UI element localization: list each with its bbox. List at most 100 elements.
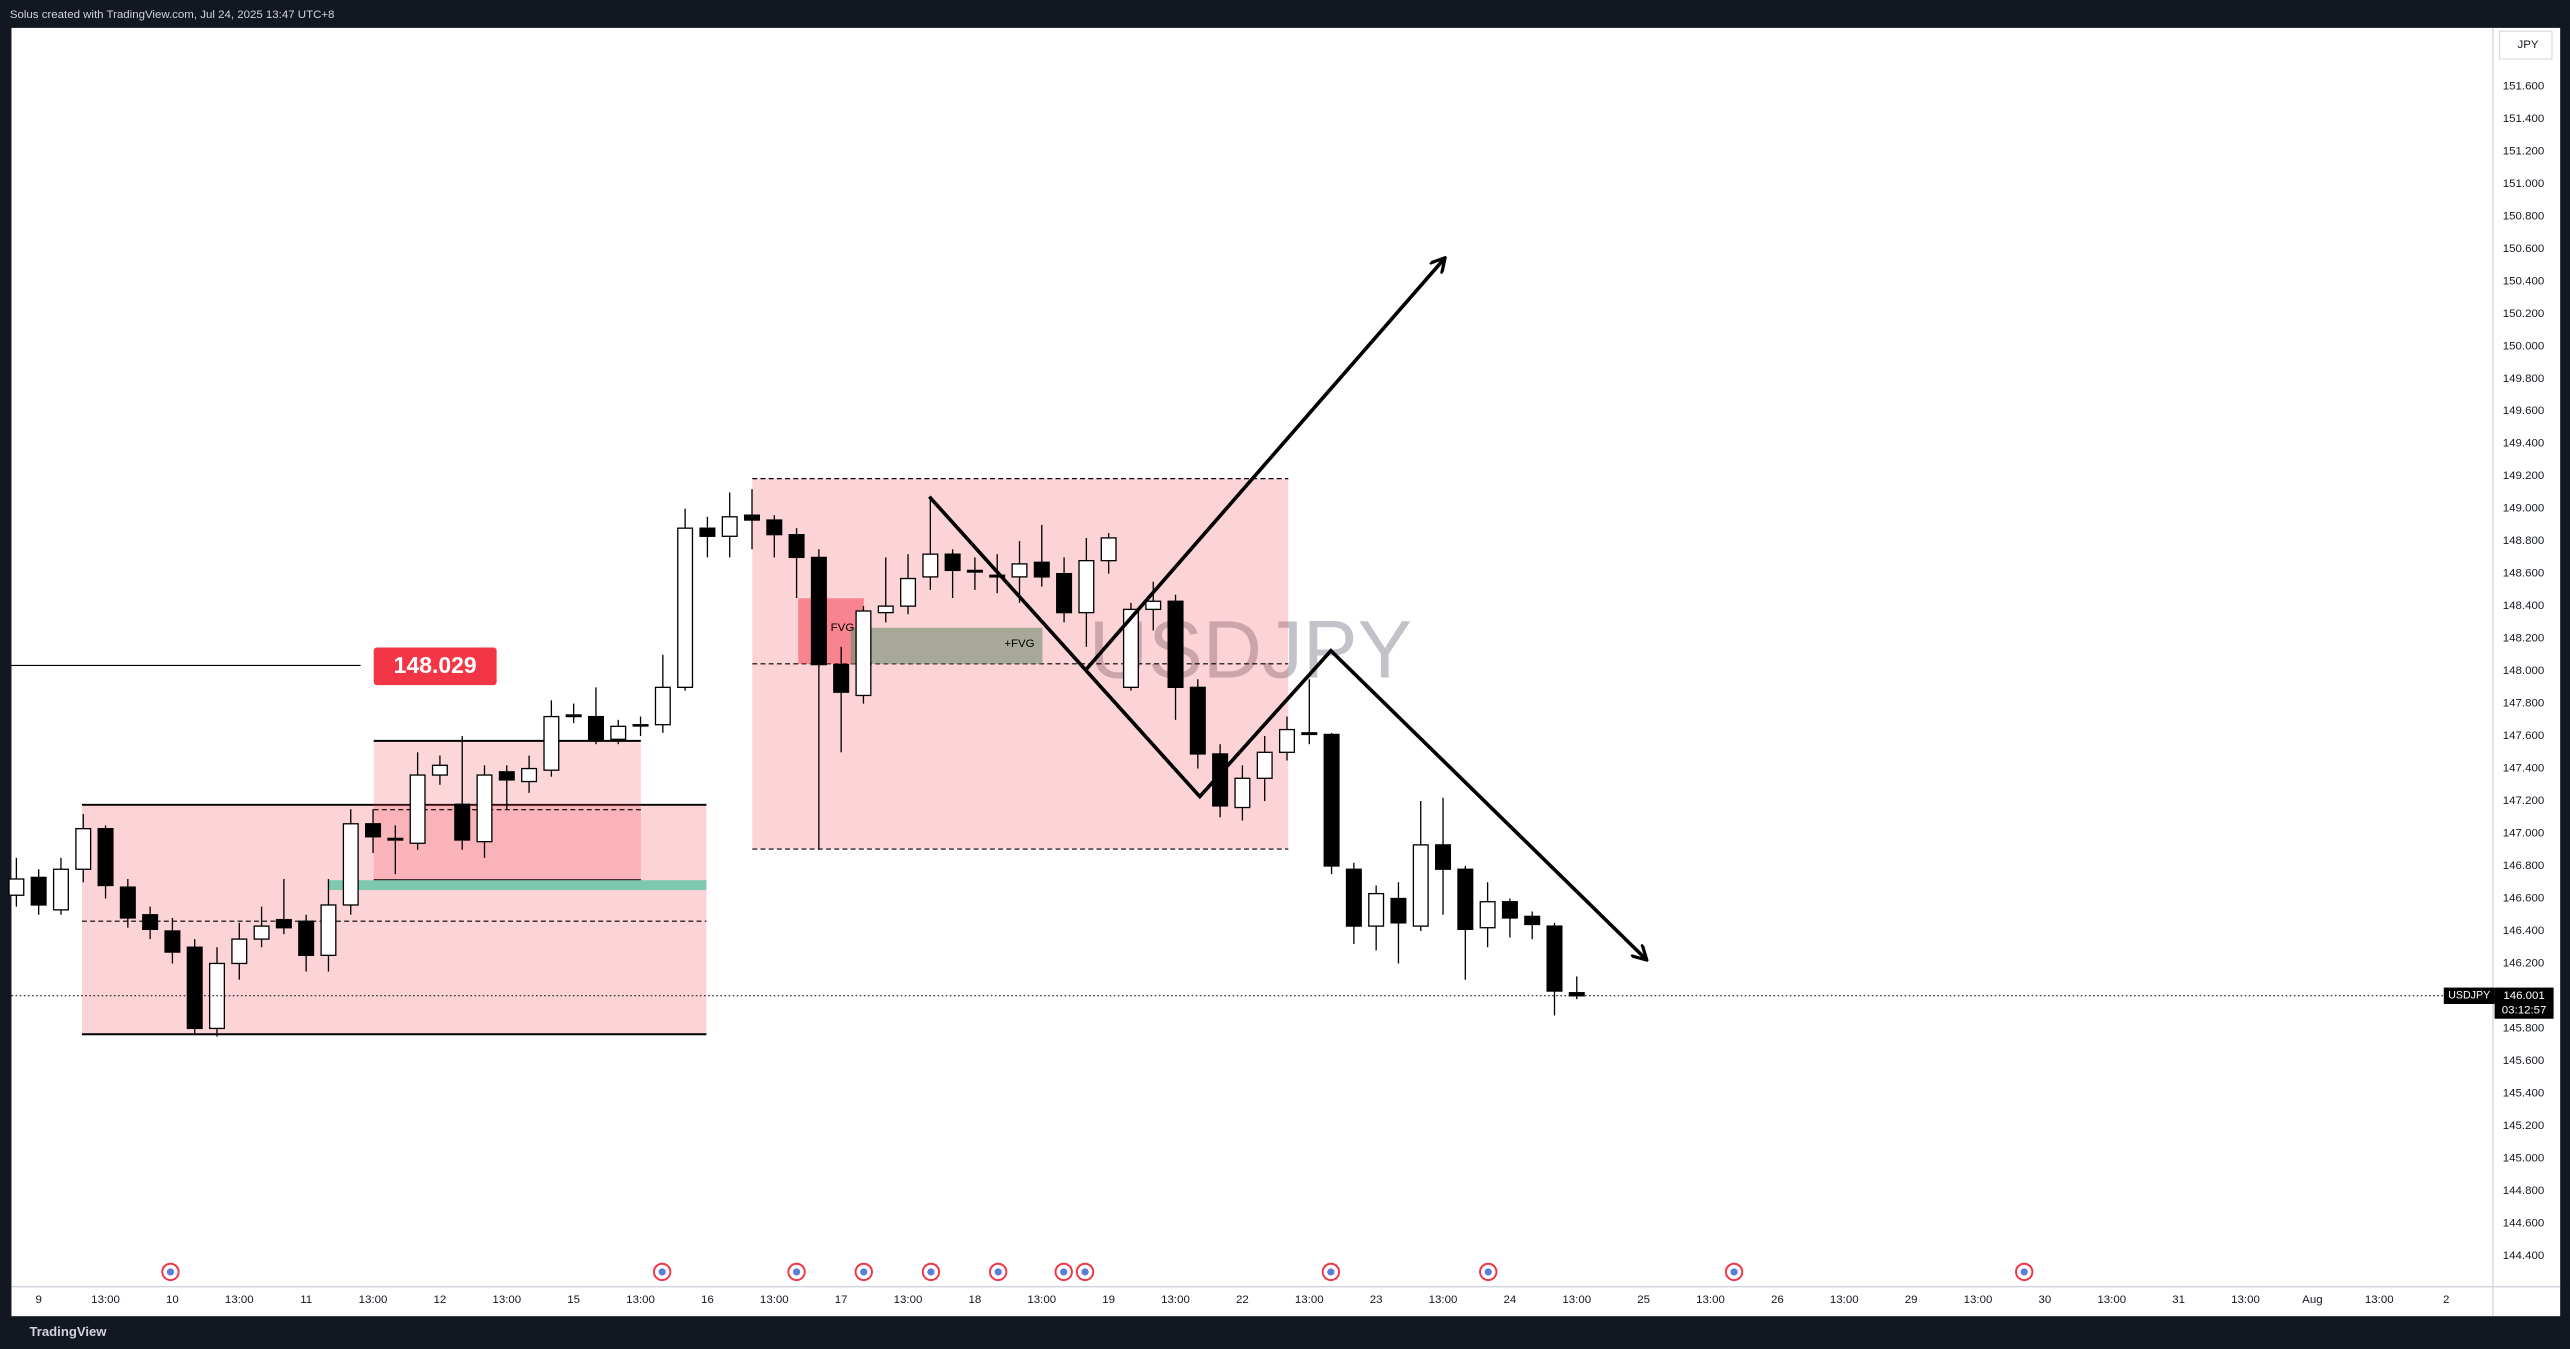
x-tick-label: 13:00 [1696, 1294, 1725, 1306]
candle-body [1078, 559, 1095, 614]
candle-body [1524, 915, 1541, 926]
event-icon-dot [1484, 1268, 1492, 1276]
fvg-label: FVG [831, 622, 855, 634]
x-tick-label: 25 [1637, 1294, 1650, 1306]
candle-body [1056, 572, 1073, 614]
x-tick-label: 17 [835, 1294, 848, 1306]
x-tick-label: 13:00 [1830, 1294, 1859, 1306]
x-tick-label: Aug [2302, 1294, 2322, 1306]
x-tick-label: 23 [1370, 1294, 1383, 1306]
candle-body [922, 553, 939, 578]
candle-body [1256, 751, 1273, 779]
candle-body [543, 715, 560, 771]
x-tick-label: 13:00 [1161, 1294, 1190, 1306]
y-tick-label: 146.800 [2503, 860, 2544, 872]
candle-body [298, 920, 315, 956]
y-tick-label: 151.000 [2503, 178, 2544, 190]
y-tick-label: 148.000 [2503, 665, 2544, 677]
candle-body [142, 914, 159, 931]
candle-body [1301, 732, 1318, 736]
candle-body [766, 519, 783, 536]
x-tick-label: 13:00 [1027, 1294, 1056, 1306]
y-tick-label: 145.600 [2503, 1055, 2544, 1067]
x-tick-label: 13:00 [894, 1294, 923, 1306]
y-tick-label: 145.400 [2503, 1087, 2544, 1099]
candle-body [877, 605, 894, 614]
projection-path [927, 495, 1645, 959]
candle-body [743, 514, 761, 521]
x-tick-label: 12 [434, 1294, 447, 1306]
fvg-strip [327, 880, 707, 891]
event-icon-dot [792, 1268, 801, 1276]
candle-body [1033, 561, 1050, 578]
x-tick-label: 13:00 [1429, 1294, 1458, 1306]
symbol-tag-box [2443, 987, 2495, 1004]
candle-body [1435, 844, 1452, 870]
x-tick-label: 13:00 [359, 1294, 388, 1306]
candle-body [944, 553, 961, 572]
candle-body [1546, 925, 1563, 992]
y-tick-label: 150.200 [2503, 308, 2544, 320]
candle-body [1145, 600, 1162, 611]
y-tick-label: 146.600 [2503, 893, 2544, 905]
candle-body [788, 534, 805, 559]
x-tick-label: 13:00 [492, 1294, 521, 1306]
y-tick-label: 147.600 [2503, 730, 2544, 742]
y-tick-label: 147.200 [2503, 795, 2544, 807]
candle-body [1167, 600, 1184, 688]
candle-body [431, 764, 448, 776]
candle-body [97, 827, 114, 887]
candle-body [1457, 868, 1474, 931]
projection-arrow [1085, 259, 1444, 670]
price-label: 148.029 [394, 652, 477, 678]
event-icon-dot [1327, 1268, 1335, 1276]
candle-body [320, 904, 337, 956]
x-tick-label: 26 [1771, 1294, 1784, 1306]
candle-body [699, 527, 716, 537]
event-icon-dot [994, 1268, 1002, 1276]
currency: JPY [2518, 39, 2539, 51]
candle-body [855, 610, 872, 697]
candle-body [810, 556, 827, 666]
x-tick-label: 30 [2039, 1294, 2052, 1306]
x-tick-label: 13:00 [225, 1294, 254, 1306]
y-tick-label: 147.400 [2503, 763, 2544, 775]
price-label-box [373, 647, 497, 686]
y-tick-label: 149.600 [2503, 405, 2544, 417]
candle-body [833, 663, 850, 693]
y-tick-label: 151.200 [2503, 145, 2544, 157]
x-tick-label: 13:00 [2365, 1294, 2394, 1306]
candle-body [610, 725, 627, 740]
candle-body [1011, 563, 1028, 578]
candle-body [119, 886, 136, 919]
y-tick-label: 144.800 [2503, 1185, 2544, 1197]
y-tick-label: 149.000 [2503, 503, 2544, 515]
fvg-box [850, 627, 1043, 664]
y-tick-label: 145.200 [2503, 1120, 2544, 1132]
candle-body [498, 771, 515, 781]
x-tick-label: 13:00 [91, 1294, 120, 1306]
candles [8, 489, 1585, 1037]
candle-body [30, 876, 47, 906]
y-tick-label: 145.000 [2503, 1152, 2544, 1164]
y-tick-label: 149.800 [2503, 373, 2544, 385]
candle-body [52, 868, 69, 911]
candle-body [409, 774, 426, 844]
y-tick-label: 149.200 [2503, 470, 2544, 482]
x-tick-label: 13:00 [1562, 1294, 1591, 1306]
candle-body [1412, 844, 1429, 927]
x-tick-label: 15 [567, 1294, 580, 1306]
event-icon-dot [658, 1268, 666, 1276]
y-tick-label: 148.200 [2503, 633, 2544, 645]
x-tick-label: 24 [1504, 1294, 1517, 1306]
candle-body [1234, 777, 1251, 809]
x-tick-label: 31 [2172, 1294, 2185, 1306]
symbol-tag: USDJPY [2448, 990, 2490, 1002]
y-tick-label: 145.800 [2503, 1022, 2544, 1034]
x-tick-label: 18 [969, 1294, 982, 1306]
y-tick-label: 144.600 [2503, 1217, 2544, 1229]
axes: JPY 144.400 144.600 144.800 145.000 145.200 1… [11, 30, 2554, 1306]
x-tick-label: 13:00 [1964, 1294, 1993, 1306]
candle-body [454, 803, 471, 841]
